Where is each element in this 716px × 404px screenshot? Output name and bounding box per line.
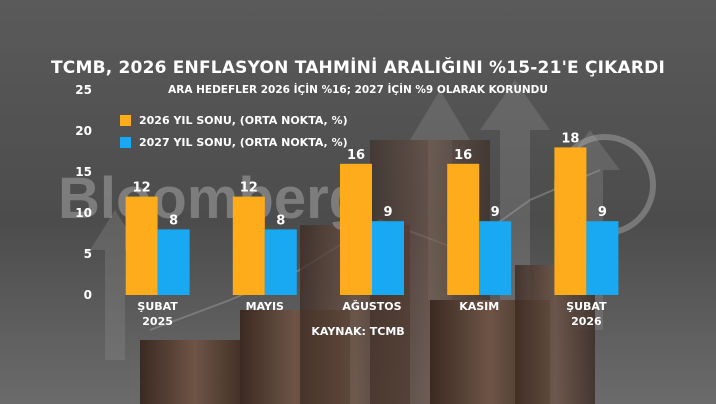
data-label: 12 [240, 181, 258, 196]
bar-2027 [264, 229, 297, 295]
x-tick-label: ŞUBAT 2025 [137, 300, 178, 328]
y-tick-label: 25 [75, 83, 92, 97]
data-label: 18 [561, 131, 579, 146]
legend-swatch-2027 [120, 136, 131, 148]
data-label: 12 [133, 181, 151, 196]
bar-2026 [125, 196, 158, 295]
watermark-text: Bloomberg [58, 166, 364, 231]
y-tick-label: 5 [84, 247, 92, 261]
bars: 12 8 12 8 16 9 16 9 18 9 [125, 131, 619, 295]
bar-2027 [586, 221, 619, 295]
data-label: 9 [598, 205, 607, 220]
y-tick-label: 20 [75, 124, 92, 138]
y-tick-label: 15 [75, 165, 92, 179]
data-label: 8 [276, 213, 285, 228]
bar-2026 [447, 163, 480, 295]
chart-title: TCMB, 2026 ENFLASYON TAHMİNİ ARALIĞINI %… [50, 58, 666, 78]
data-label: 16 [347, 148, 365, 163]
x-axis: ŞUBAT 2025 MAYIS AĞUSTOS KASIM ŞUBAT 2026 [137, 300, 607, 328]
data-label: 9 [491, 205, 500, 220]
data-label: 9 [383, 205, 392, 220]
source-note: KAYNAK: TCMB [311, 325, 405, 338]
y-axis: 0 5 10 15 20 25 [75, 83, 92, 302]
legend-label-2027: 2027 YIL SONU, (ORTA NOKTA, %) [139, 135, 348, 149]
x-tick-label: MAYIS [246, 300, 284, 313]
bar-2027 [157, 229, 190, 295]
y-tick-label: 10 [75, 206, 92, 220]
x-tick-label: AĞUSTOS [342, 300, 401, 313]
y-tick-label: 0 [84, 288, 92, 302]
bar-2027 [479, 221, 512, 295]
legend-swatch-2026 [120, 114, 131, 126]
legend-item-2026: 2026 YIL SONU, (ORTA NOKTA, %) [120, 109, 348, 131]
data-label: 16 [454, 148, 472, 163]
chart-subtitle: ARA HEDEFLER 2026 İÇİN %16; 2027 İÇİN %9… [168, 84, 548, 96]
data-label: 8 [169, 213, 178, 228]
x-tick-label: ŞUBAT 2026 [566, 300, 607, 328]
bar-2026 [232, 196, 265, 295]
legend: 2026 YIL SONU, (ORTA NOKTA, %) 2027 YIL … [120, 109, 348, 153]
legend-label-2026: 2026 YIL SONU, (ORTA NOKTA, %) [139, 113, 348, 127]
bar-2026 [554, 147, 587, 295]
legend-item-2027: 2027 YIL SONU, (ORTA NOKTA, %) [120, 131, 348, 153]
bar-2027 [372, 221, 404, 295]
x-tick-label: KASIM [459, 300, 499, 313]
bar-2026 [340, 163, 372, 295]
